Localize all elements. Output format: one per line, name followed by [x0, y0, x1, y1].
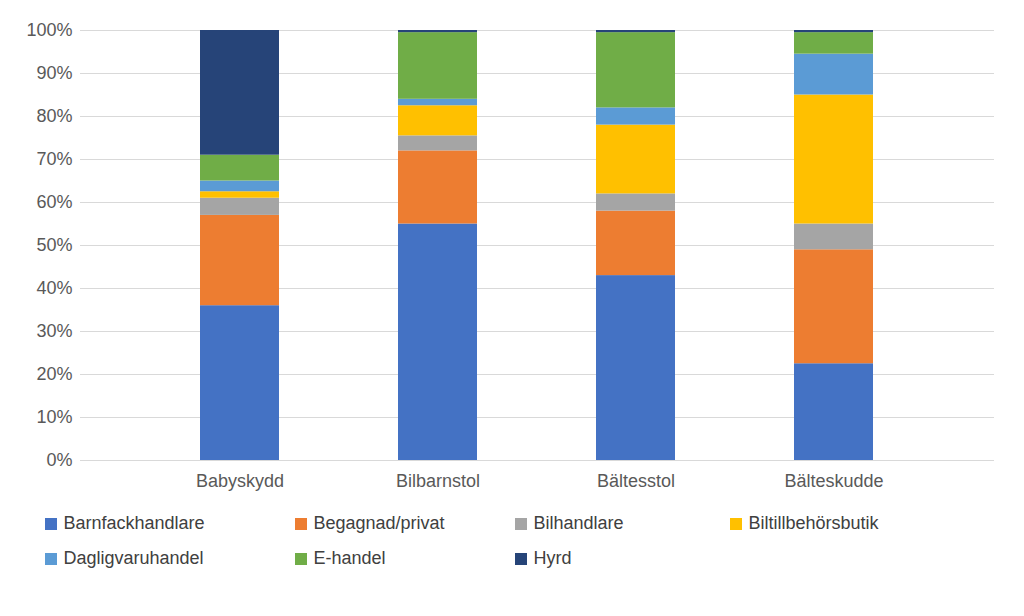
html-text:Bilhandlare: Bilhandlare	[533, 513, 624, 533]
svg-text:40%: 40%	[36, 278, 72, 298]
svg-text:30%: 30%	[36, 321, 72, 341]
html-text:Dagligvaruhandel: Dagligvaruhandel	[63, 548, 204, 568]
svg-text:50%: 50%	[36, 235, 72, 255]
svg-text:Bilbarnstol: Bilbarnstol	[396, 471, 480, 491]
svg-text:100%: 100%	[26, 20, 72, 40]
svg-text:60%: 60%	[36, 192, 72, 212]
svg-text:Bältesstol: Bältesstol	[597, 471, 675, 491]
html-text:Hyrd: Hyrd	[533, 548, 572, 568]
html-text:Biltillbehörsbutik: Biltillbehörsbutik	[748, 513, 879, 533]
svg-text:70%: 70%	[36, 149, 72, 169]
svg-text:Bälteskudde: Bälteskudde	[784, 471, 883, 491]
svg-text:20%: 20%	[36, 364, 72, 384]
svg-text:90%: 90%	[36, 63, 72, 83]
svg-text:80%: 80%	[36, 106, 72, 126]
html-text:E-handel: E-handel	[313, 548, 386, 568]
svg-text:Babyskydd: Babyskydd	[196, 471, 284, 491]
svg-text:0%: 0%	[46, 450, 72, 470]
svg-text:10%: 10%	[36, 407, 72, 427]
html-text:Begagnad/privat: Begagnad/privat	[313, 513, 445, 533]
html-text:Barnfackhandlare: Barnfackhandlare	[63, 513, 205, 533]
